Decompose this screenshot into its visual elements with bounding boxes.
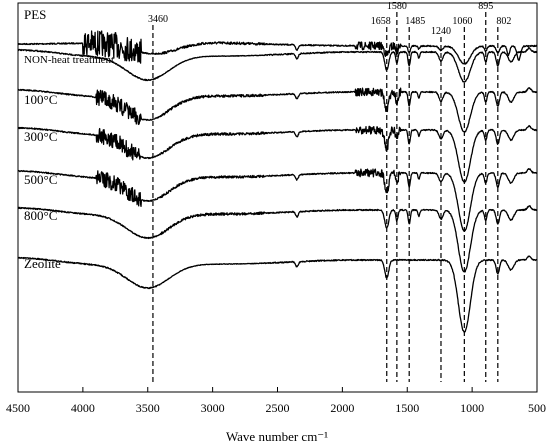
spectrum-line bbox=[17, 205, 538, 273]
x-tick-label: 500 bbox=[528, 401, 546, 415]
x-tick-label: 3500 bbox=[136, 401, 160, 415]
spectra-lines bbox=[17, 30, 538, 333]
spectrum-line bbox=[17, 87, 538, 133]
x-tick-label: 1000 bbox=[460, 401, 484, 415]
x-axis-title: Wave number cm⁻¹ bbox=[226, 429, 328, 444]
series-label: Zeolite bbox=[24, 256, 61, 271]
x-tick-label: 4500 bbox=[6, 401, 30, 415]
series-labels: PES NON-heat treatment 100°C 300°C 500°C 800°… bbox=[24, 7, 114, 271]
x-axis-ticks: 4500 4000 3500 3000 2500 2000 1500 1000 500 bbox=[6, 387, 546, 415]
series-label: PES bbox=[24, 7, 46, 22]
series-label: 100°C bbox=[24, 92, 57, 107]
x-tick-label: 1500 bbox=[395, 401, 419, 415]
peak-label-1240: 1240 bbox=[431, 26, 451, 37]
series-label: 800°C bbox=[24, 208, 57, 223]
spectrum-line bbox=[17, 124, 538, 183]
x-tick-label: 2500 bbox=[266, 401, 290, 415]
series-label: 300°C bbox=[24, 129, 57, 144]
x-tick-label: 3000 bbox=[201, 401, 225, 415]
peak-label-802: 802 bbox=[496, 16, 511, 27]
peak-label-1658: 1658 bbox=[371, 16, 391, 27]
peak-lines bbox=[152, 12, 499, 382]
spectrum-line bbox=[17, 255, 538, 333]
x-tick-label: 4000 bbox=[71, 401, 95, 415]
peak-label-1060: 1060 bbox=[452, 16, 472, 27]
series-label: NON-heat treatment bbox=[24, 54, 114, 66]
spectrum-line bbox=[17, 47, 538, 83]
peak-label-1485: 1485 bbox=[405, 16, 425, 27]
peak-label-895: 895 bbox=[478, 1, 493, 12]
peak-label-1580: 1580 bbox=[387, 1, 407, 12]
spectrum-line bbox=[17, 168, 538, 232]
x-tick-label: 2000 bbox=[330, 401, 354, 415]
peak-label-3460: 3460 bbox=[148, 14, 168, 25]
spectrum-line bbox=[17, 30, 538, 65]
series-label: 500°C bbox=[24, 172, 57, 187]
